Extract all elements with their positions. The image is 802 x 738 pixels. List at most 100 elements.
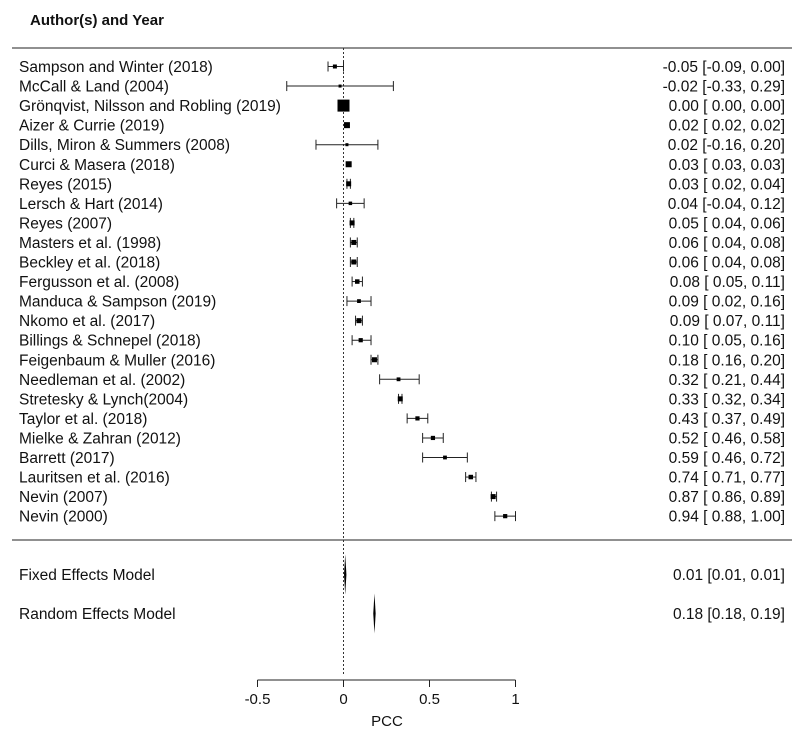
study-label: Taylor et al. (2018) [19, 411, 147, 428]
study-label: Mielke & Zahran (2012) [19, 430, 181, 447]
point-estimate [355, 279, 360, 284]
pooled-estimate-diamond [344, 554, 347, 595]
study-ci-text: 0.32 [ 0.21, 0.44] [669, 372, 785, 389]
point-estimate [358, 338, 363, 343]
study-row: McCall & Land (2004) -0.02 [-0.33, 0.29] [19, 79, 785, 96]
study-label: Lauritsen et al. (2016) [19, 470, 170, 487]
study-rows: Sampson and Winter (2018) -0.05 [-0.09, 0… [19, 59, 785, 526]
study-label: Grönqvist, Nilsson and Robling (2019) [19, 98, 281, 115]
study-ci-text: 0.06 [ 0.04, 0.08] [669, 255, 785, 272]
study-label: Sampson and Winter (2018) [19, 59, 213, 76]
point-estimate [443, 455, 447, 460]
study-row: Fergusson et al. (2008) 0.08 [ 0.05, 0.11… [19, 274, 785, 291]
point-estimate [503, 514, 508, 519]
point-estimate [356, 318, 362, 324]
model-row: Random Effects Model 0.18 [0.18, 0.19] [19, 593, 785, 634]
study-ci-text: 0.02 [-0.16, 0.20] [668, 137, 785, 154]
study-ci-text: 0.87 [ 0.86, 0.89] [669, 489, 785, 506]
x-axis-title: PCC [371, 713, 403, 730]
point-estimate [430, 435, 436, 441]
study-label: Fergusson et al. (2008) [19, 274, 179, 291]
study-ci-text: 0.59 [ 0.46, 0.72] [669, 450, 785, 467]
study-row: Beckley et al. (2018) 0.06 [ 0.04, 0.08] [19, 255, 785, 272]
model-label: Fixed Effects Model [19, 567, 155, 584]
study-label: Reyes (2015) [19, 176, 112, 193]
study-label: Reyes (2007) [19, 215, 112, 232]
study-row: Nkomo et al. (2017) 0.09 [ 0.07, 0.11] [19, 313, 785, 330]
point-estimate [351, 239, 357, 245]
study-ci-text: -0.02 [-0.33, 0.29] [663, 79, 785, 96]
model-rows: Fixed Effects Model 0.01 [0.01, 0.01] Rand… [19, 554, 785, 634]
point-estimate [346, 181, 352, 187]
model-label: Random Effects Model [19, 606, 176, 623]
study-ci-text: 0.74 [ 0.71, 0.77] [669, 470, 785, 487]
study-row: Grönqvist, Nilsson and Robling (2019) 0.0… [19, 98, 785, 115]
study-row: Feigenbaum & Muller (2016) 0.18 [ 0.16, 0… [19, 352, 785, 369]
point-estimate [351, 259, 357, 265]
study-label: Billings & Schnepel (2018) [19, 333, 201, 350]
point-estimate [332, 64, 337, 69]
model-ci-text: 0.01 [0.01, 0.01] [673, 567, 785, 584]
point-estimate [490, 494, 496, 500]
x-tick-label: 0 [339, 691, 347, 708]
x-axis: -0.5 0 0.5 1 [245, 679, 520, 708]
study-label: Lersch & Hart (2014) [19, 196, 163, 213]
study-label: Nkomo et al. (2017) [19, 313, 155, 330]
study-row: Billings & Schnepel (2018) 0.10 [ 0.05, 0… [19, 333, 785, 350]
study-ci-text: -0.05 [-0.09, 0.00] [663, 59, 785, 76]
point-estimate [345, 161, 352, 168]
x-tick-label: 0.5 [419, 691, 440, 708]
point-estimate [397, 396, 403, 402]
study-label: Nevin (2007) [19, 489, 108, 506]
study-ci-text: 0.09 [ 0.02, 0.16] [669, 294, 785, 311]
point-estimate [345, 143, 349, 147]
study-label: Dills, Miron & Summers (2008) [19, 137, 230, 154]
study-label: Masters et al. (1998) [19, 235, 161, 252]
study-row: Sampson and Winter (2018) -0.05 [-0.09, 0… [19, 59, 785, 76]
study-label: Barrett (2017) [19, 450, 115, 467]
study-row: Manduca & Sampson (2019) 0.09 [ 0.02, 0.1… [19, 294, 785, 311]
study-row: Stretesky & Lynch(2004) 0.33 [ 0.32, 0.34… [19, 391, 785, 408]
study-row: Masters et al. (1998) 0.06 [ 0.04, 0.08] [19, 235, 785, 252]
study-ci-text: 0.94 [ 0.88, 1.00] [669, 509, 785, 526]
x-tick-label: -0.5 [245, 691, 271, 708]
study-row: Barrett (2017) 0.59 [ 0.46, 0.72] [19, 450, 785, 467]
study-row: Reyes (2015) 0.03 [ 0.02, 0.04] [19, 176, 785, 193]
study-label: Beckley et al. (2018) [19, 255, 160, 272]
point-estimate [415, 416, 420, 421]
study-label: Manduca & Sampson (2019) [19, 294, 216, 311]
study-ci-text: 0.04 [-0.04, 0.12] [668, 196, 785, 213]
study-ci-text: 0.03 [ 0.02, 0.04] [669, 176, 785, 193]
study-row: Nevin (2000) 0.94 [ 0.88, 1.00] [19, 509, 785, 526]
study-row: Mielke & Zahran (2012) 0.52 [ 0.46, 0.58] [19, 430, 785, 447]
study-ci-text: 0.33 [ 0.32, 0.34] [669, 391, 785, 408]
study-ci-text: 0.02 [ 0.02, 0.02] [669, 118, 785, 135]
pooled-estimate-diamond [373, 593, 376, 634]
study-row: Reyes (2007) 0.05 [ 0.04, 0.06] [19, 215, 785, 232]
study-ci-text: 0.06 [ 0.04, 0.08] [669, 235, 785, 252]
model-row: Fixed Effects Model 0.01 [0.01, 0.01] [19, 554, 785, 595]
study-ci-text: 0.09 [ 0.07, 0.11] [670, 313, 785, 330]
study-label: Needleman et al. (2002) [19, 372, 185, 389]
point-estimate [396, 377, 401, 382]
study-ci-text: 0.52 [ 0.46, 0.58] [669, 430, 785, 447]
study-label: Feigenbaum & Muller (2016) [19, 352, 215, 369]
point-estimate [468, 474, 474, 480]
point-estimate [357, 299, 361, 303]
study-row: Nevin (2007) 0.87 [ 0.86, 0.89] [19, 489, 785, 506]
point-estimate [371, 357, 377, 363]
study-ci-text: 0.00 [ 0.00, 0.00] [669, 98, 785, 115]
study-row: Dills, Miron & Summers (2008) 0.02 [-0.16… [19, 137, 785, 154]
study-label: Stretesky & Lynch(2004) [19, 391, 188, 408]
point-estimate [338, 84, 342, 88]
model-ci-text: 0.18 [0.18, 0.19] [673, 606, 785, 623]
study-row: Needleman et al. (2002) 0.32 [ 0.21, 0.44… [19, 372, 785, 389]
study-row: Lauritsen et al. (2016) 0.74 [ 0.71, 0.77… [19, 470, 785, 487]
study-ci-text: 0.10 [ 0.05, 0.16] [669, 333, 785, 350]
point-estimate [343, 122, 350, 129]
study-row: Curci & Masera (2018) 0.03 [ 0.03, 0.03] [19, 157, 785, 174]
study-row: Aizer & Currie (2019) 0.02 [ 0.02, 0.02] [19, 118, 785, 135]
study-label: Aizer & Currie (2019) [19, 118, 165, 135]
study-ci-text: 0.18 [ 0.16, 0.20] [669, 352, 785, 369]
